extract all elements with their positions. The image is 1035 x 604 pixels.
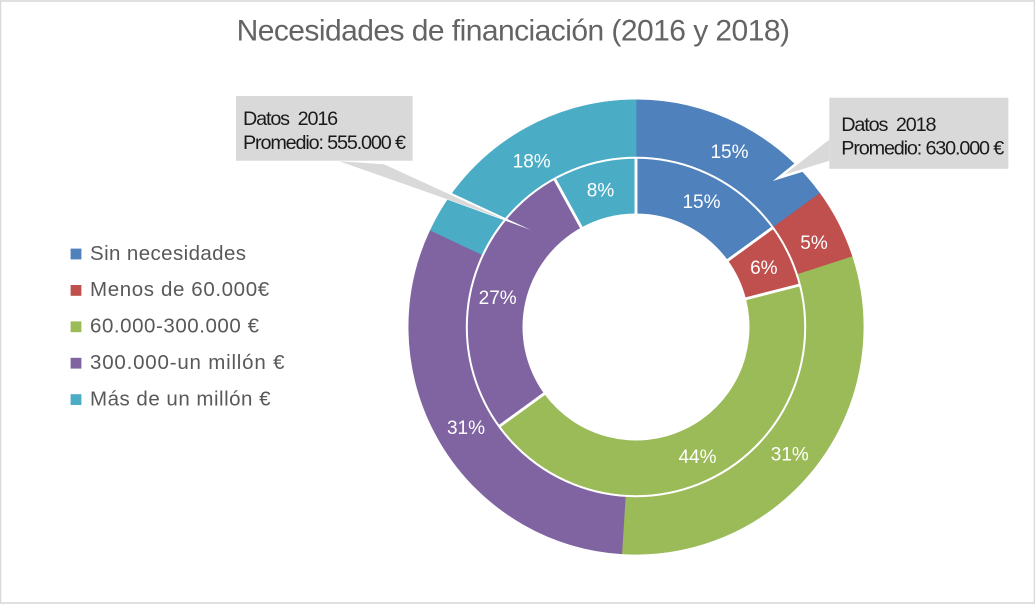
svg-text:8%: 8%: [587, 181, 615, 202]
svg-text:31%: 31%: [447, 418, 485, 439]
svg-text:6%: 6%: [750, 258, 778, 279]
svg-text:18%: 18%: [513, 151, 551, 172]
svg-text:Datos 2016: Datos 2016: [243, 108, 338, 130]
svg-text:Sin necesidades: Sin necesidades: [90, 242, 246, 265]
svg-text:31%: 31%: [771, 445, 809, 466]
svg-text:Necesidades de financiación (2: Necesidades de financiación (2016 y 2018…: [237, 15, 790, 48]
svg-text:Promedio: 555.000 €: Promedio: 555.000 €: [243, 132, 406, 154]
svg-text:300.000-un millón €: 300.000-un millón €: [90, 351, 285, 374]
svg-text:Más de un millón €: Más de un millón €: [90, 387, 271, 410]
svg-text:44%: 44%: [678, 447, 716, 468]
svg-text:Promedio: 630.000 €: Promedio: 630.000 €: [841, 138, 1004, 160]
svg-text:5%: 5%: [800, 233, 828, 254]
svg-text:27%: 27%: [479, 288, 517, 309]
svg-text:15%: 15%: [682, 192, 720, 213]
svg-text:60.000-300.000 €: 60.000-300.000 €: [90, 315, 260, 338]
svg-text:Menos de 60.000€: Menos de 60.000€: [90, 278, 270, 301]
svg-text:15%: 15%: [710, 142, 748, 163]
svg-text:Datos 2018: Datos 2018: [841, 114, 936, 136]
